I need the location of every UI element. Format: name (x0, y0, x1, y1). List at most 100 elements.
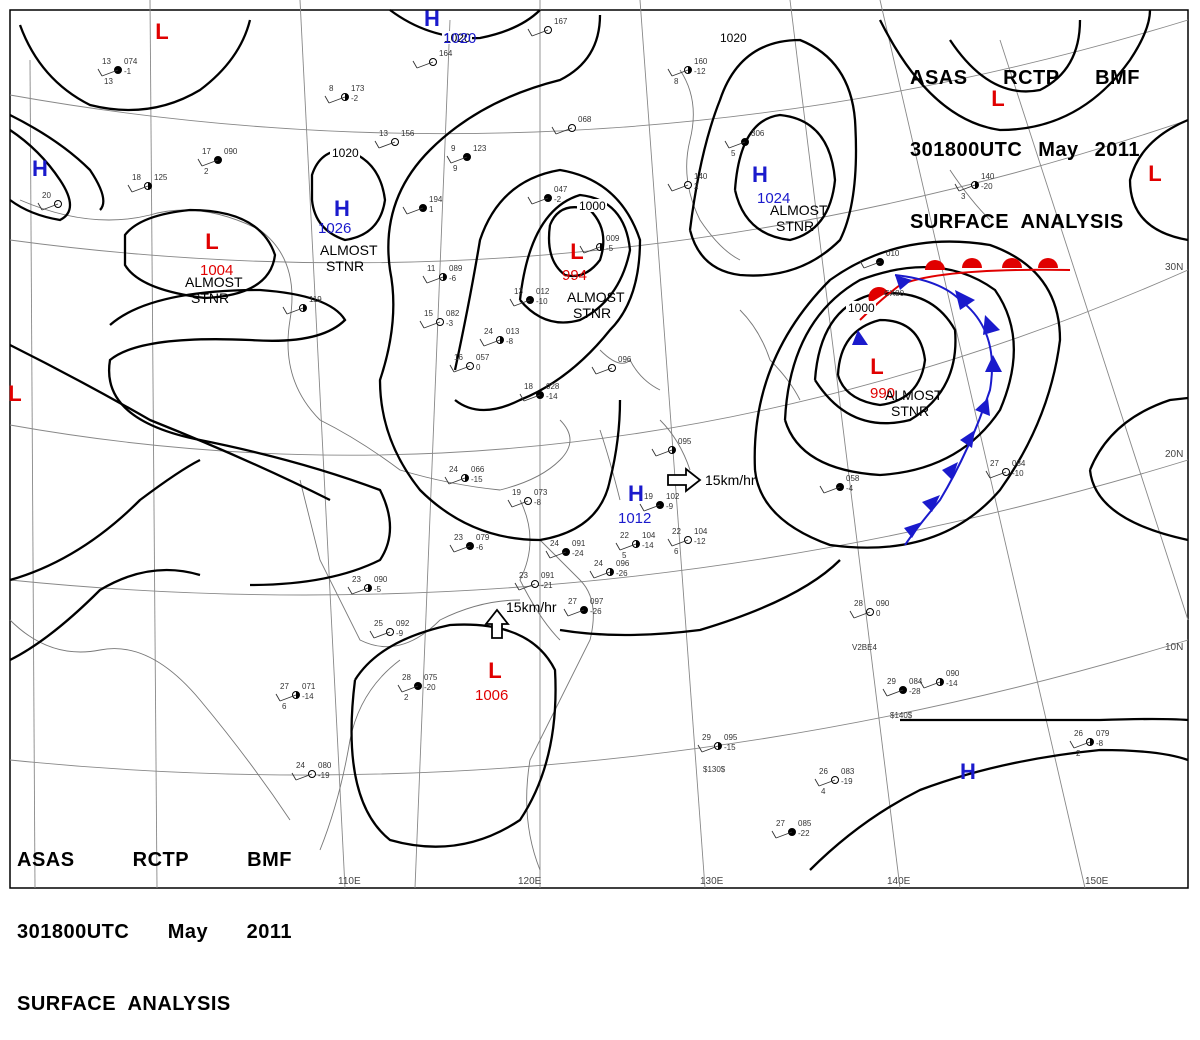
obs-tendency: 0 (476, 363, 481, 372)
obs-temperature: 29 (702, 733, 711, 742)
obs-pressure: 028 (546, 382, 560, 391)
obs-pressure: 082 (446, 309, 460, 318)
obs-tendency: -14 (302, 692, 314, 701)
obs-tendency: 1 (429, 205, 434, 214)
isobar (9, 568, 201, 662)
obs-tendency: -3 (446, 319, 454, 328)
obs-pressure: 058 (846, 474, 860, 483)
obs-temperature: 18 (132, 173, 141, 182)
isobar (1088, 469, 1189, 542)
obs-pressure: 066 (471, 465, 485, 474)
obs-temperature: 11 (427, 264, 436, 273)
obs-tendency: -28 (909, 687, 921, 696)
high-symbol: H (752, 162, 768, 187)
graticule-meridians (29, 0, 1189, 889)
station-model: 20 (37, 191, 62, 211)
longitude-label: 140E (887, 876, 911, 887)
obs-tendency: -19 (318, 771, 330, 780)
header-station: RCTP (1003, 67, 1060, 89)
station-model: 096 (591, 355, 632, 375)
obs-tendency: -9 (396, 629, 404, 638)
obs-dewpoint: 5 (731, 149, 736, 158)
station-model: 18 125 (127, 173, 168, 193)
station-model: 24 096-26 (589, 559, 630, 579)
high-pressure-center: H (32, 156, 48, 181)
svg-text:ALMOST: ALMOST (320, 242, 378, 258)
station-model: 160-12 8 (667, 57, 708, 86)
cold-front (852, 274, 1002, 546)
obs-tendency: -14 (946, 679, 958, 688)
isobar (389, 9, 541, 40)
station-model: 27 085-22 (771, 819, 812, 839)
obs-pressure: 084 (909, 677, 923, 686)
obs-pressure: 010 (886, 249, 900, 258)
header-year: 2011 (1094, 139, 1140, 161)
latitude-label: 10N (1165, 642, 1183, 653)
low-pressure-center: L 994 (562, 239, 587, 284)
obs-tendency: -2 (351, 94, 359, 103)
isobar-label: 1020 (330, 146, 360, 160)
obs-pressure: 092 (396, 619, 410, 628)
obs-tendency: -1 (124, 67, 132, 76)
station-model: 22 104-12 6 (667, 527, 708, 556)
ship-id: CX80 (884, 289, 905, 298)
movement-speed: 15km/hr (506, 599, 557, 615)
obs-temperature: 13 (379, 129, 388, 138)
station-model: 27 084-10 (985, 459, 1026, 479)
isobar (518, 193, 632, 324)
low-pressure-center: L (8, 381, 21, 406)
obs-tendency: -10 (1012, 469, 1024, 478)
station-model: 24 013-8 (479, 327, 520, 347)
station-model: 068 (551, 115, 592, 135)
header-line-1: ASAS RCTP BMF (910, 66, 1140, 90)
high-symbol: H (334, 196, 350, 221)
high-pressure-center: H 1020 (424, 6, 476, 47)
isobar (1128, 118, 1189, 242)
station-model: 19 073-8 (507, 488, 548, 508)
isobar-value-labels: 1020 1020 1020 1000 1000 (330, 31, 876, 315)
obs-dewpoint: 9 (453, 164, 458, 173)
station-model: 26 083-19 4 (814, 767, 855, 796)
obs-tendency: -6 (476, 543, 484, 552)
station-model: 8 173-2 (324, 84, 365, 104)
header-time: 301800UTC (17, 921, 130, 943)
obs-tendency: -26 (616, 569, 628, 578)
warm-front (859, 258, 1071, 321)
center-pressure-value: 1004 (200, 262, 233, 279)
obs-tendency: -10 (536, 297, 548, 306)
isobar (753, 240, 1062, 549)
station-model: 29 095-15 (697, 733, 738, 753)
obs-pressure: 160 (694, 57, 708, 66)
isobar (809, 748, 1189, 871)
obs-tendency: -4 (846, 484, 854, 493)
center-pressure-value: 994 (562, 267, 587, 284)
obs-pressure: 164 (439, 49, 453, 58)
isobar (18, 19, 252, 112)
pressure-centers: H1020HH1026L1004L994H1024L990H1012L1006L… (8, 6, 1161, 784)
obs-temperature: 24 (296, 761, 305, 770)
station-model: 19 102-9 (639, 492, 680, 512)
header-month: May (1038, 139, 1079, 161)
low-symbol: L (205, 229, 218, 254)
high-pressure-center: H 1024 (752, 162, 790, 207)
low-symbol: L (570, 239, 583, 264)
obs-pressure: 090 (224, 147, 238, 156)
obs-tendency: -15 (724, 743, 736, 752)
obs-tendency: -2 (554, 195, 562, 204)
latitude-label: 30N (1165, 262, 1183, 273)
low-symbol: L (155, 19, 168, 44)
obs-pressure: 091 (541, 571, 555, 580)
obs-pressure: 095 (678, 437, 692, 446)
station-model: 140-20 3 (954, 172, 995, 201)
obs-tendency: -6 (449, 274, 457, 283)
obs-temperature: 27 (280, 682, 289, 691)
obs-temperature: 26 (1074, 729, 1083, 738)
obs-temperature: 17 (202, 147, 211, 156)
obs-pressure: 090 (374, 575, 388, 584)
obs-dewpoint: 8 (674, 77, 679, 86)
